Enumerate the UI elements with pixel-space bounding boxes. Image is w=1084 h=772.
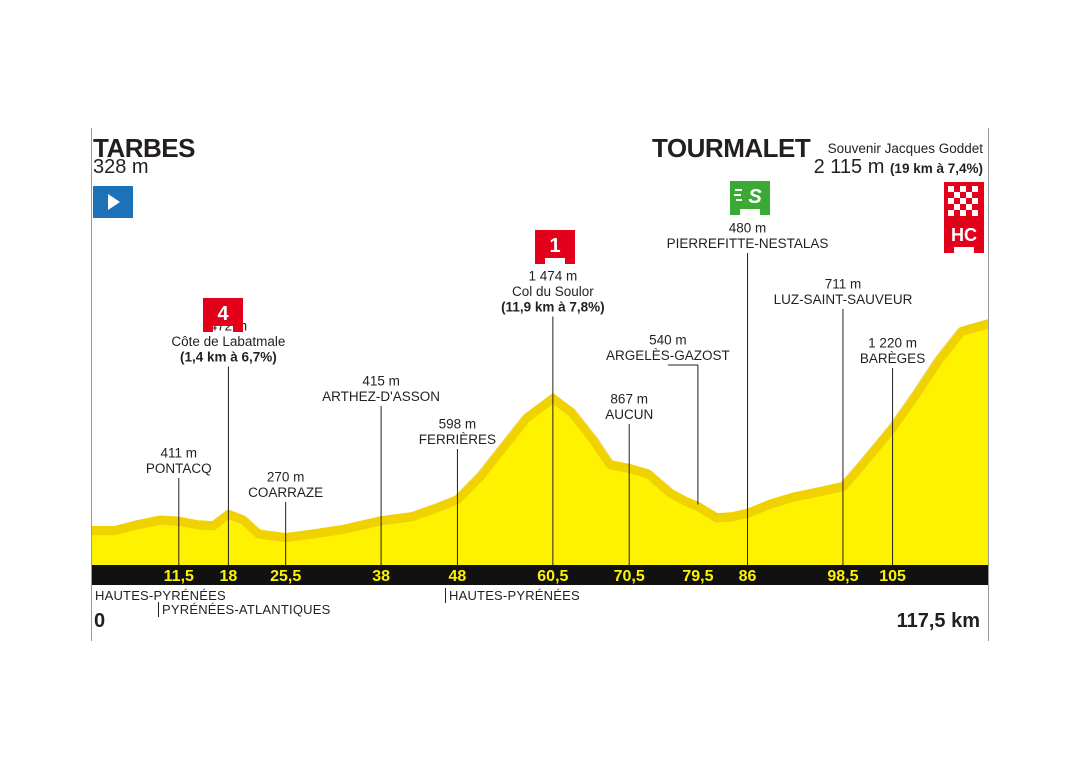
profile-ridge-shade [91, 319, 990, 543]
sprint-badge-label: S [748, 186, 762, 208]
waypoint-label-4-1: FERRIÈRES [419, 432, 496, 447]
tick-label-1: 18 [220, 568, 238, 585]
category-1-label: 1 [549, 235, 560, 257]
region-hautes-pyrenees-1: HAUTES-PYRÉNÉES [95, 588, 226, 603]
waypoint-label-6-1: AUCUN [605, 407, 653, 422]
waypoint-label-2-1: COARRAZE [248, 485, 323, 500]
distance-end: 117,5 km [896, 610, 980, 632]
tick-label-10: 105 [879, 568, 906, 585]
waypoint-label-3-0: 415 m [362, 374, 400, 389]
tick-label-2: 25,5 [270, 568, 301, 585]
start-flag-icon [93, 186, 133, 218]
waypoint-label-7-1: ARGELÈS-GAZOST [606, 348, 730, 363]
finish-town: TOURMALET [652, 133, 811, 163]
hc-badge-label: HC [951, 225, 977, 245]
sprint-icon: S [730, 181, 770, 215]
waypoint-label-8-0: 480 m [729, 221, 767, 236]
tick-label-8: 86 [739, 568, 757, 585]
waypoint-label-1-2: (1,4 km à 6,7%) [180, 350, 277, 365]
category-1-badge: 1 [535, 230, 575, 264]
waypoint-label-5-2: (11,9 km à 7,8%) [501, 300, 605, 315]
waypoint-label-7-0: 540 m [649, 333, 687, 348]
waypoint-label-8-1: PIERREFITTE-NESTALAS [667, 236, 829, 251]
waypoint-label-6-0: 867 m [610, 392, 648, 407]
waypoint-label-5-0: 1 474 m [528, 269, 577, 284]
waypoint-label-9-1: LUZ-SAINT-SAUVEUR [774, 292, 913, 307]
tick-label-9: 98,5 [827, 568, 858, 585]
distance-start: 0 [94, 610, 106, 632]
checkered-flag-icon [944, 182, 984, 220]
finish-subtitle: Souvenir Jacques Goddet [827, 141, 983, 156]
tick-label-6: 70,5 [614, 568, 645, 585]
tick-label-0: 11,5 [164, 568, 194, 585]
tick-label-3: 38 [372, 568, 390, 585]
region-pyrenees-atlantiques: PYRÉNÉES-ATLANTIQUES [158, 602, 330, 617]
tick-label-5: 60,5 [537, 568, 568, 585]
hc-climb-badge: HC [944, 219, 984, 253]
frame-right-line [988, 128, 989, 641]
tick-label-4: 48 [449, 568, 467, 585]
finish-altitude-value: 2 115 m [813, 156, 885, 178]
waypoint-label-2-0: 270 m [267, 470, 305, 485]
waypoint-label-0-0: 411 m [161, 446, 198, 461]
waypoint-label-3-1: ARTHEZ-D'ASSON [322, 389, 440, 404]
waypoint-label-10-1: BARÈGES [860, 351, 925, 366]
start-altitude: 328 m [93, 156, 149, 178]
profile-line [91, 319, 989, 535]
waypoint-label-9-0: 711 m [825, 277, 862, 292]
start-town: TARBES [93, 133, 195, 163]
region-hautes-pyrenees-2: HAUTES-PYRÉNÉES [445, 588, 580, 603]
waypoint-label-4-0: 598 m [439, 417, 477, 432]
waypoint-label-5-1: Col du Soulor [512, 284, 594, 299]
category-4-label: 4 [217, 303, 229, 325]
finish-altitude: 2 115 m (19 km à 7,4%) [814, 156, 983, 179]
tick-label-7: 79,5 [682, 568, 713, 585]
waypoint-label-10-0: 1 220 m [868, 336, 917, 351]
waypoint-label-0-1: PONTACQ [146, 461, 212, 476]
finish-climb-info: (19 km à 7,4%) [889, 161, 983, 176]
waypoint-label-1-1: Côte de Labatmale [171, 334, 285, 349]
frame-left-line [91, 128, 92, 641]
distance-axis-bar [91, 565, 988, 585]
category-4-badge: 4 [203, 298, 243, 332]
